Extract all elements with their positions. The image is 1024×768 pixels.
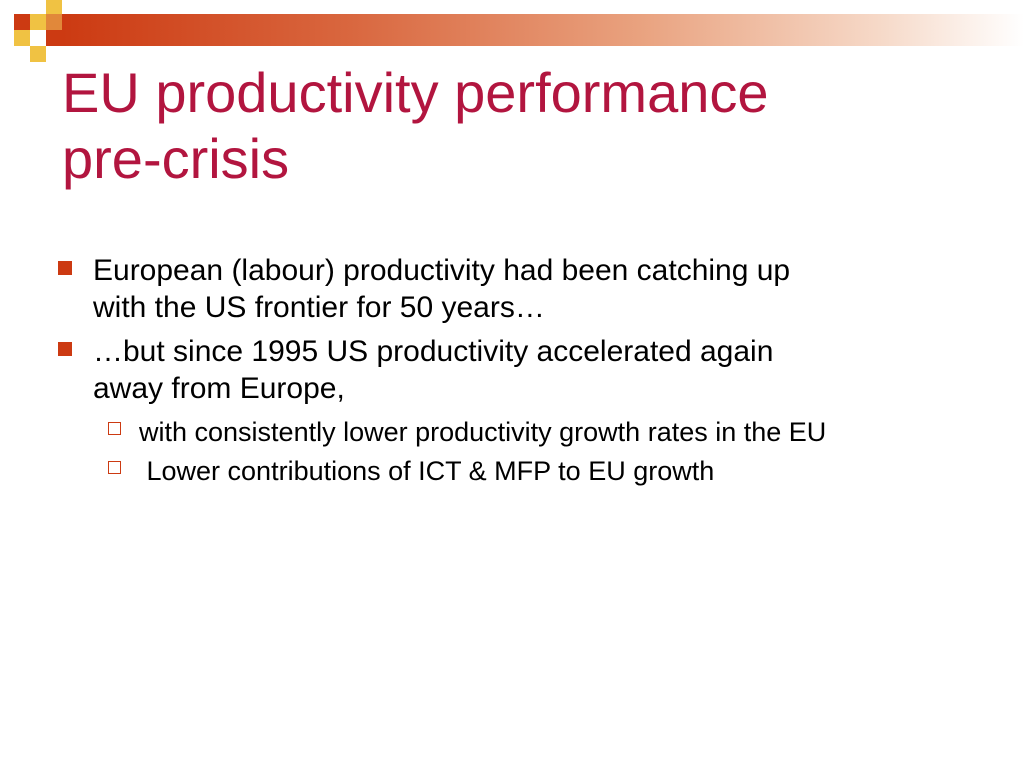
- mosaic-square: [46, 0, 62, 16]
- mosaic-square: [14, 14, 30, 30]
- hollow-square-bullet-icon: [108, 461, 121, 474]
- bullet-item: European (labour) productivity had been …: [56, 252, 976, 326]
- title-line: pre-crisis: [62, 127, 290, 190]
- top-gradient-band: [62, 14, 1024, 46]
- bullet-text-line: European (labour) productivity had been …: [93, 254, 791, 287]
- square-bullet-icon: [58, 261, 72, 275]
- square-bullet-icon: [58, 342, 72, 356]
- bullet-list: European (labour) productivity had been …: [56, 252, 976, 491]
- bullet-item: …but since 1995 US productivity accelera…: [56, 333, 976, 407]
- bullet-text-line: …but since 1995 US productivity accelera…: [93, 335, 774, 368]
- mosaic-square: [46, 14, 62, 30]
- mosaic-square: [46, 30, 62, 46]
- hollow-square-bullet-icon: [108, 422, 121, 435]
- sub-bullet-item: with consistently lower productivity gro…: [56, 414, 976, 450]
- mosaic-square: [14, 30, 30, 46]
- title-line: EU productivity performance: [62, 61, 769, 124]
- bullet-text-line: away from Europe,: [93, 372, 345, 405]
- bullet-text-line: with the US frontier for 50 years…: [93, 291, 545, 324]
- slide-title: EU productivity performance pre-crisis: [62, 60, 962, 192]
- sub-bullet-text: with consistently lower productivity gro…: [139, 417, 827, 447]
- sub-bullet-item: Lower contributions of ICT & MFP to EU g…: [56, 453, 976, 489]
- mosaic-square: [30, 14, 46, 30]
- sub-bullet-text: Lower contributions of ICT & MFP to EU g…: [139, 456, 715, 486]
- mosaic-square: [30, 46, 46, 62]
